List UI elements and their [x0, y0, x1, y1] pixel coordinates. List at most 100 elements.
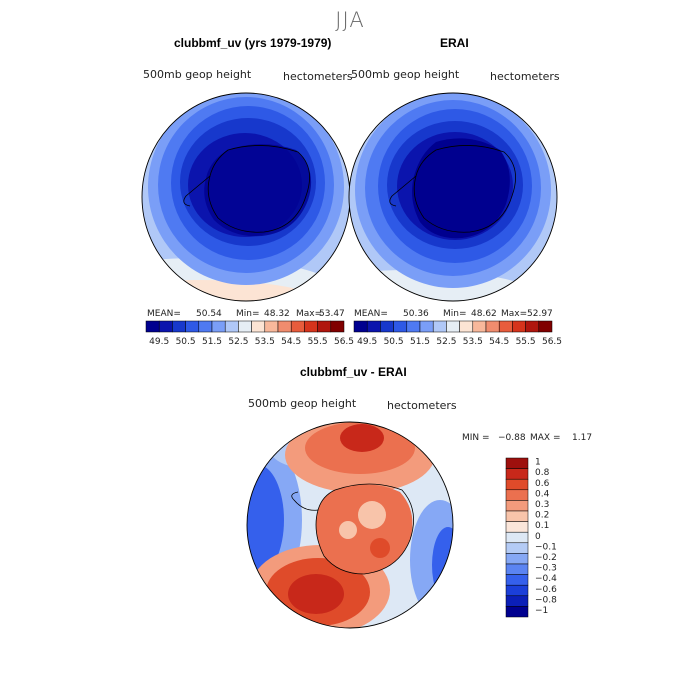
map3-continent-patch-1: [358, 501, 386, 529]
map2-colorbar-swatch: [525, 320, 540, 333]
panel1-max-label: Max=: [296, 309, 323, 319]
map2-colorbar-tick-label: 51.5: [410, 337, 430, 347]
panel3-field-label: 500mb geop height: [248, 397, 357, 410]
map3-colorbar: 10.80.60.40.30.20.10−0.1−0.2−0.3−0.4−0.6…: [505, 457, 557, 618]
panel1-min-value: 48.32: [264, 309, 290, 319]
map1-colorbar-tick-label: 55.5: [308, 337, 328, 347]
map3-colorbar-swatch: [505, 531, 529, 544]
map2-colorbar-tick-label: 54.5: [489, 337, 509, 347]
map1-colorbar-tick-label: 51.5: [202, 337, 222, 347]
map3-colorbar-tick-label: 0.4: [535, 489, 550, 499]
map1-colorbar-swatch: [198, 320, 213, 333]
map2-polar-plot: [348, 92, 558, 302]
map1-colorbar-tick-label: 50.5: [176, 337, 196, 347]
map1-colorbar-swatch: [251, 320, 266, 333]
map1-colorbar-swatch: [290, 320, 305, 333]
map1-colorbar-swatch: [330, 320, 345, 333]
map1-colorbar-swatch: [238, 320, 252, 333]
panel1-units-label: hectometers: [283, 70, 353, 83]
panel3-title: clubbmf_uv - ERAI: [300, 365, 407, 379]
map2-colorbar-swatch: [380, 320, 394, 333]
map2-colorbar-swatch: [406, 320, 421, 333]
map1-peninsula-coastline: [183, 175, 211, 207]
season-title: JJA: [335, 8, 365, 32]
map1-colorbar-swatch: [317, 320, 332, 333]
map2-colorbar-swatch: [459, 320, 474, 333]
map1-colorbar-swatch: [185, 320, 200, 333]
panel2-max-label: Max=: [501, 309, 528, 319]
map3-colorbar-swatch: [505, 500, 529, 512]
map1-band-53: [142, 280, 320, 301]
map3-colorbar-swatch: [505, 489, 529, 501]
panel2-units-label: hectometers: [490, 70, 560, 83]
map2-colorbar-swatch: [393, 320, 408, 333]
panel1-mean-label: MEAN=: [147, 309, 181, 319]
map3-colorbar-swatch: [505, 574, 529, 586]
map3-colorbar-swatch: [505, 521, 529, 533]
map1-colorbar-swatch: [211, 320, 226, 333]
map1-colorbar-swatch: [158, 320, 173, 333]
map1-colorbar-tick-label: 56.5: [334, 337, 354, 347]
map3-colorbar-swatch: [505, 563, 529, 575]
panel3-max-label: MAX =: [530, 433, 561, 443]
map1-colorbar-swatch: [304, 320, 318, 333]
panel2-mean-value: 50.36: [403, 309, 429, 319]
map1-colorbar-tick-label: 52.5: [228, 337, 248, 347]
map2-colorbar-tick-label: 53.5: [463, 337, 483, 347]
panel3-units-label: hectometers: [387, 399, 457, 412]
map2-colorbar-swatch: [419, 320, 434, 333]
map3-colorbar-swatch: [505, 542, 529, 554]
map3-colorbar-tick-label: 0.8: [535, 468, 550, 478]
map3-pos-north-core: [340, 424, 384, 452]
map3-colorbar-tick-label: −1: [535, 606, 548, 616]
panel1-title: clubbmf_uv (yrs 1979-1979): [174, 36, 332, 50]
map2-colorbar-swatch: [366, 320, 381, 333]
map1-colorbar-tick-label: 54.5: [281, 337, 301, 347]
map3-colorbar-tick-label: −0.4: [535, 574, 557, 584]
panel2-min-value: 48.62: [471, 309, 497, 319]
map2-colorbar-swatch: [472, 320, 487, 333]
map3-colorbar-swatch: [505, 468, 529, 480]
map3-border: [246, 421, 454, 629]
panel1-min-label: Min=: [236, 309, 260, 319]
map3-colorbar-swatch: [505, 457, 529, 469]
map3-colorbar-tick-label: −0.1: [535, 542, 557, 552]
map3-colorbar-tick-label: −0.2: [535, 553, 557, 563]
map1-colorbar-swatch: [264, 320, 279, 333]
panel3-min-value: −0.88: [498, 433, 526, 443]
map2-colorbar-tick-label: 50.5: [384, 337, 404, 347]
panel3-min-label: MIN =: [462, 433, 490, 443]
map3-colorbar-swatch: [505, 606, 529, 618]
map2-border: [348, 92, 558, 302]
map3-colorbar-tick-label: 0.1: [535, 521, 549, 531]
map2-colorbar-swatch: [538, 320, 553, 333]
map3-colorbar-tick-label: −0.3: [535, 564, 557, 574]
map2-colorbar: 49.5 50.5 51.5 52.5 53.5 54.5 55.5 56.5: [353, 320, 562, 347]
map2-colorbar-swatch: [353, 320, 368, 333]
panel2-field-label: 500mb geop height: [351, 68, 460, 81]
map1-min-core: [204, 144, 312, 237]
map3-neg-west-inner: [247, 465, 284, 575]
panel2-title: ERAI: [440, 36, 469, 50]
map3-colorbar-swatch: [505, 510, 529, 522]
map2-colorbar-swatch: [446, 320, 460, 333]
map2-band-52: [349, 270, 540, 301]
map2-colorbar-swatch: [512, 320, 526, 333]
map1-colorbar-swatch: [172, 320, 186, 333]
map3-colorbar-tick-label: −0.6: [535, 585, 557, 595]
map3-colorbar-tick-label: 0.3: [535, 500, 549, 510]
map3-colorbar-tick-label: 0: [535, 532, 541, 542]
map3-colorbar-swatch: [505, 584, 529, 597]
map3-colorbar-tick-label: −0.8: [535, 595, 557, 605]
map2-colorbar-tick-label: 56.5: [542, 337, 562, 347]
map3-pos-south-core: [288, 574, 344, 614]
map2-colorbar-swatch: [485, 320, 500, 333]
map2-colorbar-tick-label: 55.5: [516, 337, 536, 347]
map2-colorbar-tick-label: 49.5: [357, 337, 377, 347]
map3-colorbar-swatch: [505, 478, 529, 491]
map1-polar-plot: [141, 92, 351, 302]
map1-colorbar-tick-label: 53.5: [255, 337, 275, 347]
map3-colorbar-tick-label: 1: [535, 458, 541, 468]
map2-colorbar-tick-label: 52.5: [436, 337, 456, 347]
